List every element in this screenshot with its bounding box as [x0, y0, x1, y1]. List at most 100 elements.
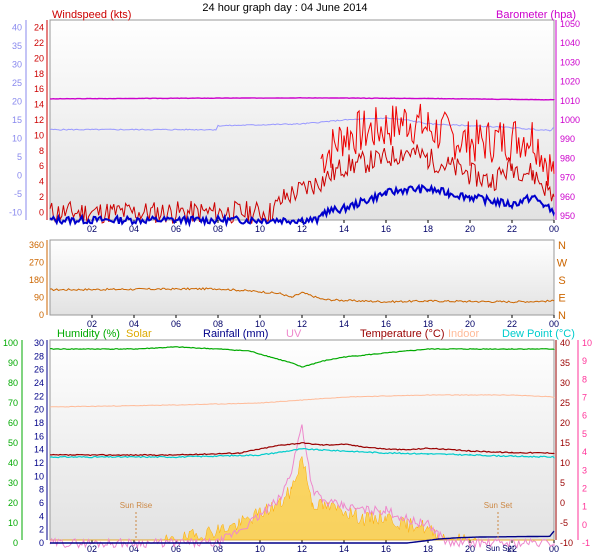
climate-xtick-14: 14	[339, 544, 349, 554]
indoor-label: Indoor	[448, 328, 480, 340]
climate-xtick-00: 00	[549, 544, 559, 554]
humidity-tick-60: 60	[8, 418, 18, 428]
rain-tick-14: 14	[34, 445, 44, 455]
temp-tick-25: 25	[560, 398, 570, 408]
humidity-tick-50: 50	[8, 438, 18, 448]
uv-tick--1: -1	[582, 538, 590, 548]
dir-xtick-02: 02	[87, 319, 97, 329]
climate-xtick-02: 02	[87, 544, 97, 554]
wind-xtick-14: 14	[339, 224, 349, 234]
dir-xtick-14: 14	[339, 319, 349, 329]
humidity-label: Humidity (%)	[57, 328, 120, 340]
humidity-tick-20: 20	[8, 498, 18, 508]
temp-tick-5: 5	[560, 478, 565, 488]
rain-tick-12: 12	[34, 458, 44, 468]
dir-xtick-00: 00	[549, 319, 559, 329]
baro-tick-1000: 1000	[560, 115, 580, 125]
wind-tick-22: 22	[34, 38, 44, 48]
rain-tick-18: 18	[34, 418, 44, 428]
dir-xtick-16: 16	[381, 319, 391, 329]
wind-xtick-08: 08	[213, 224, 223, 234]
uv-tick-5: 5	[582, 429, 587, 439]
wind-tick-10: 10	[34, 130, 44, 140]
dir-tick-180: 180	[29, 275, 44, 285]
solar-area	[50, 455, 554, 541]
temp-tick-20: 20	[560, 418, 570, 428]
baro-tick-970: 970	[560, 173, 575, 183]
temp-tick--10: -10	[560, 538, 573, 548]
dir-tick-0: 0	[39, 310, 44, 320]
wind-xtick-10: 10	[255, 224, 265, 234]
wind-outer-tick-0: 0	[17, 171, 22, 181]
wind-tick-4: 4	[39, 177, 44, 187]
wind-outer-tick-10: 10	[12, 134, 22, 144]
wind-tick-12: 12	[34, 115, 44, 125]
gust-line	[320, 103, 555, 186]
wind-plot-area	[49, 19, 555, 221]
temperature-line	[49, 442, 555, 457]
humidity-tick-40: 40	[8, 458, 18, 468]
sunset-axis-annotation: Sun Set	[486, 544, 515, 553]
barometer-label: Barometer (hpa)	[496, 9, 576, 21]
baro-tick-1020: 1020	[560, 77, 580, 87]
barometer-trend-line	[49, 117, 554, 132]
dir-xtick-08: 08	[213, 319, 223, 329]
uv-tick-3: 3	[582, 465, 587, 475]
baro-tick-1050: 1050	[560, 19, 580, 29]
dir-compass-3: W	[557, 258, 568, 270]
temp-tick-10: 10	[560, 458, 570, 468]
temp-tick-0: 0	[560, 498, 565, 508]
wind-outer-tick-25: 25	[12, 78, 22, 88]
uv-tick-10: 10	[582, 338, 592, 348]
windspeed-line	[49, 144, 555, 224]
temp-tick--5: -5	[560, 518, 568, 528]
barometer-line	[50, 96, 555, 101]
uv-tick-4: 4	[582, 447, 587, 457]
rain-tick-4: 4	[39, 511, 44, 521]
rain-tick-0: 0	[39, 538, 44, 548]
climate-xtick-04: 04	[129, 544, 139, 554]
wind-outer-tick-15: 15	[12, 115, 22, 125]
dir-xtick-18: 18	[423, 319, 433, 329]
baro-tick-960: 960	[560, 192, 575, 202]
dir-compass-4: N	[558, 240, 566, 252]
wind-tick-0: 0	[39, 207, 44, 217]
dir-tick-360: 360	[29, 240, 44, 250]
rain-tick-2: 2	[39, 525, 44, 535]
humidity-line	[49, 346, 555, 368]
climate-panel: Humidity (%) Solar Rainfall (mm) UV Temp…	[3, 328, 592, 554]
rain-tick-10: 10	[34, 471, 44, 481]
rain-tick-20: 20	[34, 405, 44, 415]
wind-xtick-16: 16	[381, 224, 391, 234]
average-wind-line	[49, 183, 555, 228]
baro-tick-1040: 1040	[560, 38, 580, 48]
wind-tick-6: 6	[39, 161, 44, 171]
wind-xtick-22: 22	[507, 224, 517, 234]
uv-tick-6: 6	[582, 411, 587, 421]
wind-tick-16: 16	[34, 84, 44, 94]
wind-outer-tick-35: 35	[12, 41, 22, 51]
wind-tick-18: 18	[34, 69, 44, 79]
sunrise-annotation: Sun Rise	[120, 501, 153, 510]
wind-xtick-12: 12	[297, 224, 307, 234]
wind-outer-tick-30: 30	[12, 59, 22, 69]
sunset-annotation: Sun Set	[484, 501, 513, 510]
dir-tick-270: 270	[29, 258, 44, 268]
baro-tick-990: 990	[560, 134, 575, 144]
dewpoint-label: Dew Point (°C)	[502, 328, 575, 340]
baro-tick-1010: 1010	[560, 96, 580, 106]
wind-xtick-04: 04	[129, 224, 139, 234]
rain-tick-6: 6	[39, 498, 44, 508]
wind-xtick-06: 06	[171, 224, 181, 234]
dir-xtick-06: 06	[171, 319, 181, 329]
wind-xtick-02: 02	[87, 224, 97, 234]
baro-tick-980: 980	[560, 153, 575, 163]
dir-xtick-04: 04	[129, 319, 139, 329]
humidity-tick-80: 80	[8, 378, 18, 388]
uv-tick-8: 8	[582, 374, 587, 384]
climate-xtick-12: 12	[297, 544, 307, 554]
rain-tick-16: 16	[34, 431, 44, 441]
climate-xtick-08: 08	[213, 544, 223, 554]
climate-xtick-22: 22	[507, 544, 517, 554]
